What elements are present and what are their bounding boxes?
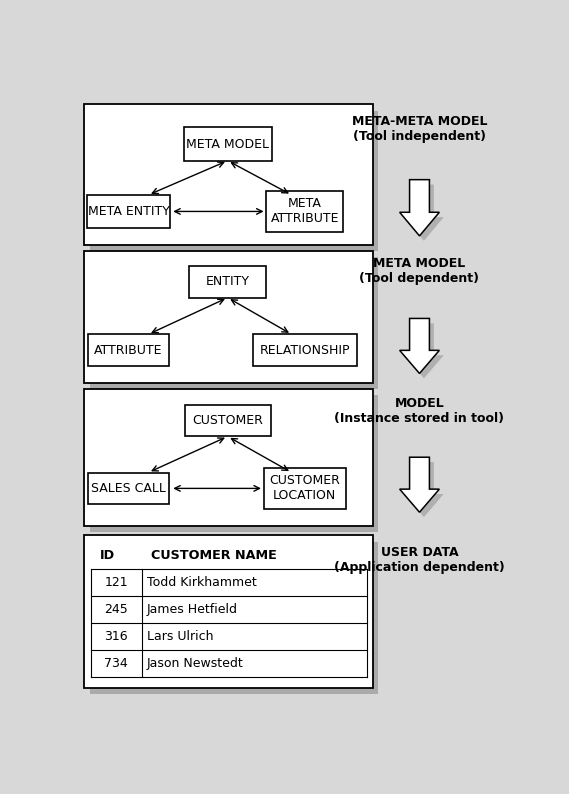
Polygon shape [404,184,444,241]
Polygon shape [404,462,444,517]
Bar [84,535,373,688]
Text: 245: 245 [105,603,128,616]
Text: META MODEL: META MODEL [186,137,269,151]
Bar [264,468,345,509]
Text: Todd Kirkhammet: Todd Kirkhammet [147,576,257,589]
Bar [184,127,272,161]
Text: 121: 121 [105,576,128,589]
Text: RELATIONSHIP: RELATIONSHIP [259,344,350,357]
Bar [84,389,373,526]
Text: James Hetfield: James Hetfield [147,603,238,616]
Bar [84,251,373,383]
Text: META MODEL
(Tool dependent): META MODEL (Tool dependent) [360,256,480,285]
Polygon shape [404,323,444,379]
Text: ATTRIBUTE: ATTRIBUTE [94,344,163,357]
Bar [189,266,266,298]
Text: Jason Newstedt: Jason Newstedt [147,657,244,670]
Bar [185,405,271,437]
Bar [86,195,170,228]
Bar [266,191,344,232]
Bar [90,395,378,533]
Bar [88,334,169,366]
Text: CUSTOMER
LOCATION: CUSTOMER LOCATION [269,474,340,503]
Text: 734: 734 [105,657,128,670]
Polygon shape [399,457,439,512]
Text: CUSTOMER: CUSTOMER [192,414,263,427]
Text: ID: ID [100,549,115,561]
Text: META ENTITY: META ENTITY [88,205,170,218]
Text: META-META MODEL
(Tool independent): META-META MODEL (Tool independent) [352,115,487,143]
Bar [84,105,373,245]
Text: 316: 316 [105,630,128,643]
Text: USER DATA
(Application dependent): USER DATA (Application dependent) [334,546,505,574]
Polygon shape [399,179,439,236]
Text: SALES CALL: SALES CALL [91,482,166,495]
Text: MODEL
(Instance stored in tool): MODEL (Instance stored in tool) [335,397,505,426]
Text: CUSTOMER NAME: CUSTOMER NAME [150,549,277,561]
Text: ENTITY: ENTITY [205,276,250,288]
Bar [253,334,357,366]
Text: Lars Ulrich: Lars Ulrich [147,630,213,643]
Bar [88,472,169,504]
Bar [90,110,378,251]
Text: META
ATTRIBUTE: META ATTRIBUTE [271,198,339,225]
Bar [90,542,378,695]
Polygon shape [399,318,439,373]
Bar [90,257,378,389]
